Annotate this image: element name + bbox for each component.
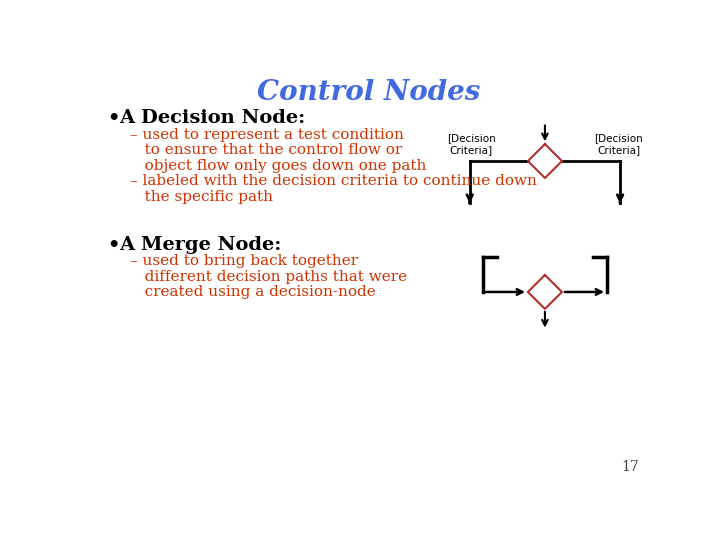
- Text: •: •: [107, 236, 120, 254]
- Text: different decision paths that were: different decision paths that were: [130, 269, 408, 284]
- Text: 17: 17: [621, 461, 639, 475]
- Text: A Merge Node:: A Merge Node:: [120, 236, 282, 254]
- Text: •: •: [107, 110, 120, 127]
- Text: the specific path: the specific path: [130, 190, 274, 204]
- Text: – used to represent a test condition: – used to represent a test condition: [130, 128, 404, 142]
- Text: – labeled with the decision criteria to continue down: – labeled with the decision criteria to …: [130, 174, 537, 188]
- Text: Control Nodes: Control Nodes: [257, 79, 481, 106]
- Text: created using a decision-node: created using a decision-node: [130, 285, 376, 299]
- Text: [Decision
Criteria]: [Decision Criteria]: [594, 133, 643, 155]
- Text: – used to bring back together: – used to bring back together: [130, 254, 359, 268]
- Text: [Decision
Criteria]: [Decision Criteria]: [447, 133, 495, 155]
- Text: to ensure that the control flow or: to ensure that the control flow or: [130, 143, 402, 157]
- Text: A Decision Node:: A Decision Node:: [120, 110, 306, 127]
- Text: object flow only goes down one path: object flow only goes down one path: [130, 159, 427, 173]
